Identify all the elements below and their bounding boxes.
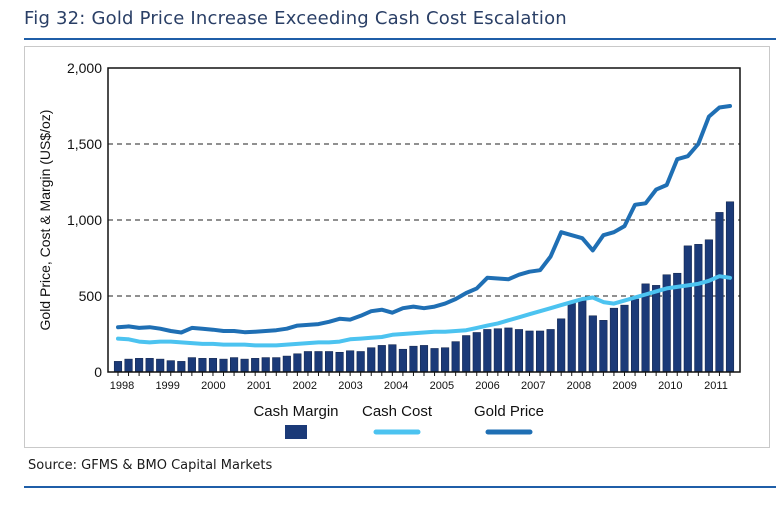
cash-margin-bar (303, 351, 312, 373)
cash-margin-bar (419, 345, 429, 373)
cash-margin-bar (398, 348, 407, 373)
cash-margin-bar (145, 358, 154, 373)
cash-margin-bar (346, 350, 355, 373)
cash-margin-bar (441, 347, 450, 373)
x-tick-label: 2001 (247, 380, 271, 392)
cash-margin-bar (588, 315, 597, 373)
cash-margin-bar (124, 358, 133, 373)
cash-margin-bar (536, 330, 545, 373)
cash-margin-bar (725, 201, 735, 373)
cash-margin-bar (219, 358, 228, 373)
cash-margin-bar (198, 358, 207, 373)
cash-cost-line (116, 274, 732, 348)
cash-margin-bar (620, 304, 629, 373)
source-note: Source: GFMS & BMO Capital Markets (28, 458, 273, 473)
x-tick-label: 2006 (475, 380, 499, 392)
cash-margin-bar (177, 361, 186, 373)
cash-margin-bar (261, 357, 270, 373)
cash-margin-bar (493, 328, 502, 373)
cash-margin-bar (504, 327, 513, 373)
cash-margin-bar (335, 351, 344, 373)
cash-margin-bar (514, 329, 524, 373)
chart-frame (24, 46, 770, 448)
cash-margin-bar (483, 329, 492, 373)
cash-margin-bar (388, 344, 397, 373)
x-tick-label: 2005 (430, 380, 454, 392)
bottom-rule (24, 486, 776, 488)
x-tick-label: 2003 (338, 380, 362, 392)
cash-margin-bar (356, 351, 365, 373)
x-tick-label: 1999 (155, 380, 179, 392)
cash-margin-bar (546, 329, 555, 373)
cash-margin-bar (377, 345, 386, 373)
cash-margin-bar (293, 353, 302, 373)
cash-margin-bar (683, 245, 692, 373)
cash-margin-bar (282, 355, 291, 373)
cash-margin-bar (230, 357, 239, 373)
x-tick-label: 2004 (384, 380, 408, 392)
cash-margin-bar (652, 285, 661, 373)
x-tick-label: 2011 (704, 380, 728, 392)
x-tick-label: 2000 (201, 380, 225, 392)
cash-margin-bar (113, 361, 123, 373)
cash-margin-bar (567, 301, 576, 373)
cash-margin-bar (166, 360, 175, 373)
legend-label: Cash Margin (253, 403, 338, 420)
cash-margin-bar (451, 341, 460, 373)
x-tick-label: 2009 (612, 380, 636, 392)
y-tick-label: 1,500 (67, 136, 102, 152)
cash-margin-bar (251, 358, 260, 373)
figure-title: Fig 32: Gold Price Increase Exceeding Ca… (24, 8, 567, 29)
gold-price-line (116, 104, 732, 335)
cash-margin-bar (715, 212, 724, 373)
cash-margin-bar (462, 335, 471, 373)
cash-margin-bar (694, 244, 703, 373)
cash-margin-bar (314, 351, 323, 373)
y-tick-label: 500 (79, 288, 103, 304)
y-tick-label: 0 (94, 364, 102, 380)
legend-label: Gold Price (474, 403, 544, 420)
cash-margin-bar (472, 332, 481, 373)
y-tick-label: 2,000 (67, 60, 102, 76)
cash-margin-bar (240, 358, 249, 373)
x-tick-label: 2008 (567, 380, 591, 392)
legend-swatch-cash-margin (285, 425, 307, 439)
cash-margin-bar (187, 357, 196, 373)
x-tick-label: 2002 (293, 380, 317, 392)
cash-margin-bar (630, 298, 640, 373)
cash-margin-bar (525, 330, 534, 373)
cash-margin-bar (272, 357, 281, 373)
y-tick-label: 1,000 (67, 212, 102, 228)
cash-margin-bar (430, 348, 439, 373)
cash-margin-bar (599, 320, 608, 373)
legend-label: Cash Cost (362, 403, 433, 420)
cash-margin-bar (135, 358, 144, 373)
y-axis-label: Gold Price, Cost & Margin (US$/oz) (37, 110, 53, 331)
title-rule (24, 38, 776, 40)
x-tick-label: 2007 (521, 380, 545, 392)
cash-margin-bar (156, 358, 165, 373)
cash-margin-bar (578, 298, 587, 373)
cash-margin-bar (208, 358, 218, 373)
x-tick-label: 1998 (110, 380, 134, 392)
cash-margin-bar (557, 318, 566, 373)
cash-margin-bar (609, 307, 618, 373)
cash-margin-bar (324, 351, 334, 373)
cash-margin-bar (409, 345, 418, 373)
cash-margin-bar (367, 347, 376, 373)
cash-margin-bar (704, 239, 713, 373)
x-tick-label: 2010 (658, 380, 682, 392)
